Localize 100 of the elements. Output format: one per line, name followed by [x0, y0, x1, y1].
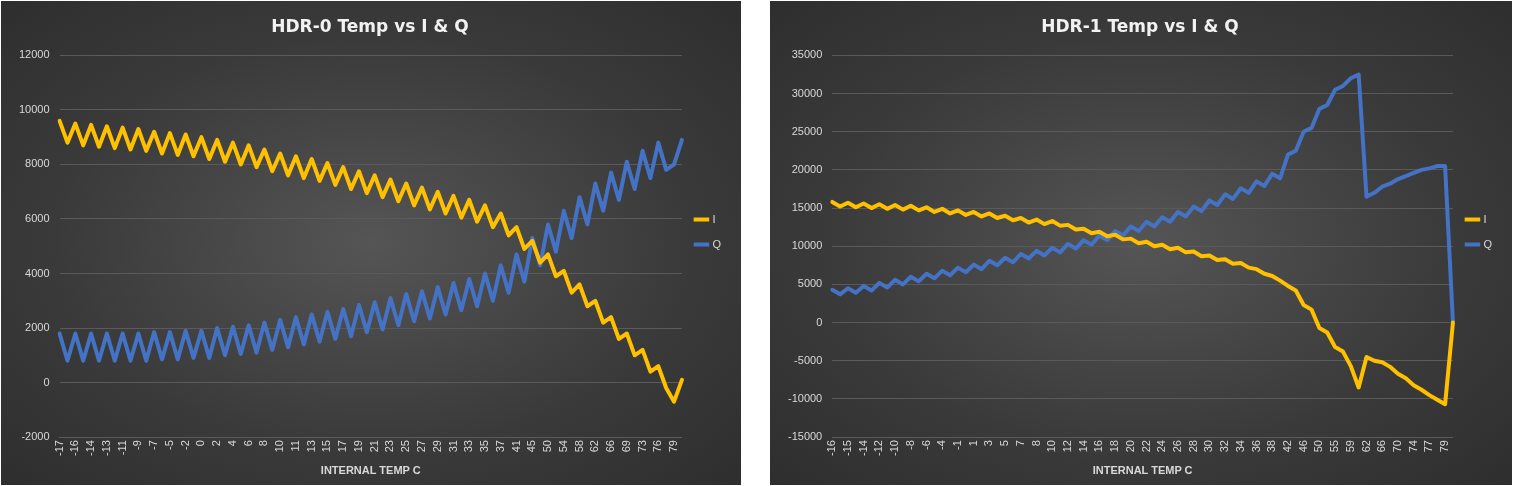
x-tick-label: 55	[1328, 440, 1341, 453]
x-tick-label: -11	[115, 440, 128, 456]
x-tick-label: 16	[1092, 440, 1105, 453]
x-tick-label: 17	[336, 440, 349, 453]
x-tick-label: 54	[556, 440, 569, 453]
legend-label: I	[712, 212, 716, 225]
x-tick-label: 59	[1343, 440, 1356, 453]
x-tick-label: 15	[320, 440, 333, 453]
legend-label: I	[1483, 212, 1487, 225]
x-tick-label: -16	[68, 440, 81, 457]
x-tick-label: -14	[84, 440, 97, 457]
x-tick-label: 10	[273, 440, 286, 453]
x-tick-label: 25	[399, 440, 412, 453]
y-tick-label: 8000	[25, 157, 50, 170]
y-tick-label: 30000	[791, 86, 823, 99]
x-tick-label: -10	[888, 440, 901, 457]
x-tick-label: 30	[1202, 440, 1215, 453]
x-tick-label: 7	[1013, 440, 1026, 447]
x-tick-label: 37	[493, 440, 506, 453]
y-tick-label: 4000	[25, 266, 50, 279]
x-tick-label: 8	[257, 440, 270, 447]
x-tick-label: 79	[667, 440, 680, 453]
y-tick-label: 20000	[791, 162, 823, 175]
x-tick-label: 69	[619, 440, 632, 453]
x-tick-label: 10	[1045, 440, 1058, 453]
x-tick-label: 38	[1265, 440, 1278, 453]
x-tick-label: 76	[651, 440, 664, 453]
x-tick-label: 3	[982, 440, 995, 447]
x-tick-label: 46	[1296, 440, 1309, 453]
x-tick-label: 26	[1170, 440, 1183, 453]
x-tick-label: -6	[919, 440, 932, 450]
legend-label: Q	[712, 237, 722, 250]
x-tick-label: 36	[1249, 440, 1262, 453]
x-tick-label: 66	[1375, 440, 1388, 453]
x-tick-label: 34	[1233, 440, 1246, 453]
chart-title: HDR-0 Temp vs I & Q	[271, 15, 469, 36]
x-tick-label: 24	[1155, 440, 1168, 453]
x-tick-label: -13	[99, 440, 112, 457]
x-tick-label: 62	[588, 440, 601, 453]
x-tick-label: -2	[178, 440, 191, 450]
x-tick-label: -1	[950, 440, 963, 450]
x-tick-label: -9	[131, 440, 144, 450]
x-tick-label: -14	[856, 440, 869, 457]
x-tick-label: 41	[509, 440, 522, 453]
x-tick-label: -17	[52, 440, 65, 457]
x-tick-label: 50	[1312, 440, 1325, 453]
x-tick-label: 14	[1076, 440, 1089, 453]
x-tick-label: 23	[383, 440, 396, 453]
x-tick-label: 31	[446, 440, 459, 453]
x-tick-label: 11	[288, 440, 301, 452]
x-axis-title: INTERNAL TEMP C	[1092, 463, 1193, 476]
x-tick-label: 58	[572, 440, 585, 453]
y-tick-label: 12000	[18, 48, 50, 61]
y-tick-label: 2000	[25, 321, 50, 334]
y-tick-label: 5000	[797, 277, 823, 290]
x-tick-label: 19	[351, 440, 364, 453]
x-tick-label: 12	[1060, 440, 1073, 453]
x-tick-label: 27	[415, 440, 427, 453]
x-tick-label: 4	[225, 440, 238, 447]
y-tick-label: 6000	[25, 212, 50, 225]
y-tick-label: -10000	[787, 391, 823, 404]
x-tick-label: 50	[541, 440, 554, 453]
x-tick-label: 32	[1218, 440, 1231, 453]
x-tick-label: -7	[147, 440, 160, 450]
x-tick-label: 1	[966, 440, 979, 447]
x-tick-label: -15	[841, 440, 853, 457]
y-tick-label: -5000	[794, 353, 823, 366]
y-tick-label: -15000	[787, 430, 823, 443]
y-tick-label: -2000	[21, 430, 50, 443]
x-tick-label: 35	[478, 440, 491, 453]
x-tick-label: -8	[903, 440, 916, 450]
x-tick-label: 5	[998, 440, 1011, 447]
y-tick-label: 0	[43, 375, 50, 388]
x-tick-label: 2	[210, 440, 223, 447]
x-tick-label: 0	[194, 440, 207, 447]
x-tick-label: -4	[935, 440, 948, 450]
x-tick-label: -5	[162, 440, 175, 450]
y-tick-label: 35000	[791, 48, 823, 61]
x-tick-label: 22	[1139, 440, 1152, 453]
x-tick-label: 79	[1438, 440, 1451, 453]
x-tick-label: 73	[635, 440, 648, 453]
x-tick-label: 66	[604, 440, 617, 453]
x-tick-label: 77	[1422, 440, 1435, 453]
x-axis-title: INTERNAL TEMP C	[320, 463, 421, 476]
x-tick-label: 70	[1390, 440, 1403, 453]
x-tick-label: 20	[1123, 440, 1136, 453]
x-tick-label: 28	[1186, 440, 1199, 453]
x-tick-label: -12	[872, 440, 885, 457]
x-tick-label: 62	[1359, 440, 1372, 453]
x-tick-label: -16	[825, 440, 838, 457]
x-tick-label: 33	[462, 440, 475, 453]
x-tick-label: 29	[430, 440, 443, 453]
x-tick-label: 45	[525, 440, 538, 453]
chart-title: HDR-1 Temp vs I & Q	[1041, 15, 1239, 36]
y-tick-label: 0	[816, 315, 823, 328]
y-tick-label: 10000	[18, 102, 50, 115]
x-tick-label: 6	[241, 440, 254, 447]
x-tick-label: 18	[1108, 440, 1121, 453]
x-tick-label: 21	[367, 440, 380, 453]
x-tick-label: 74	[1406, 440, 1419, 453]
